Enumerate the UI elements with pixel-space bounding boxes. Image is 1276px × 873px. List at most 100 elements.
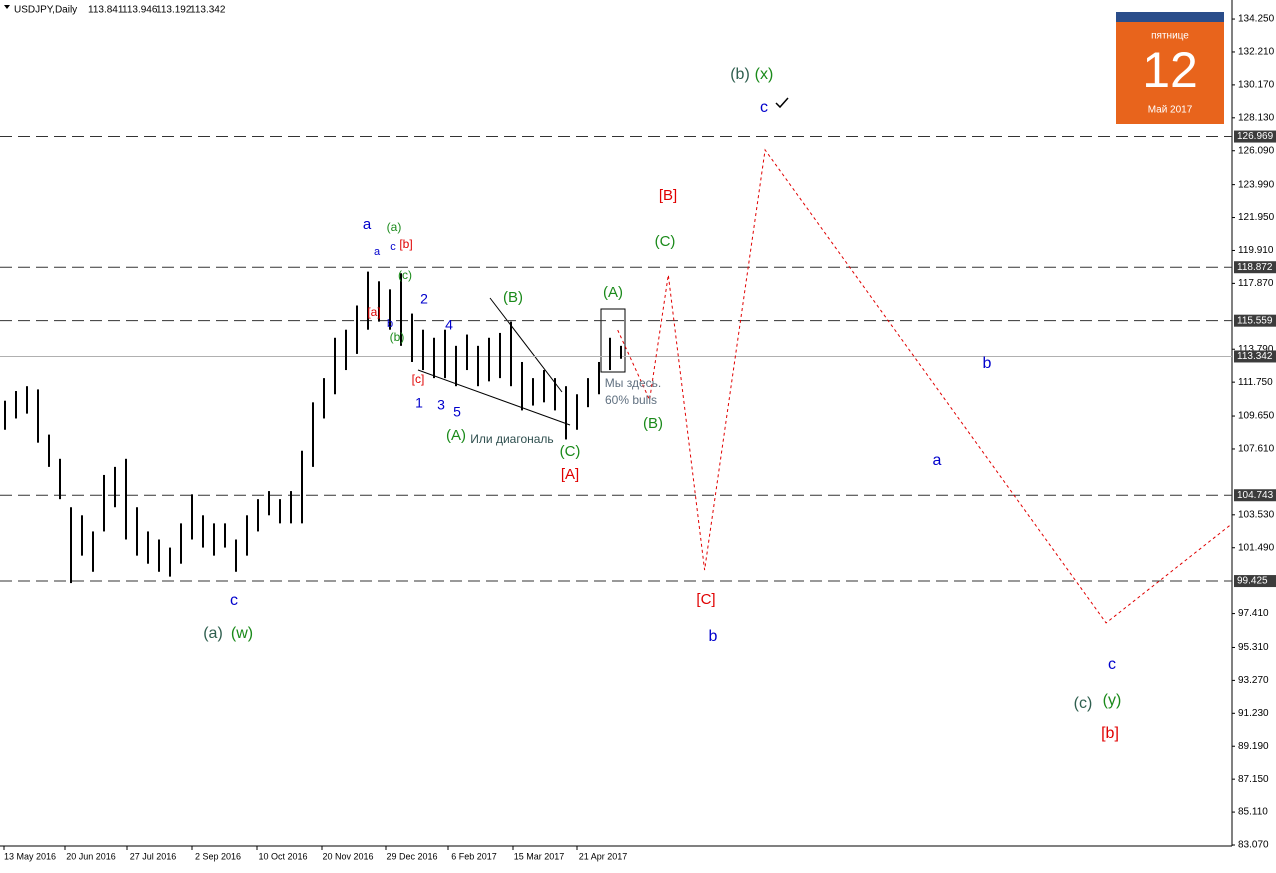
x-tick-label: 29 Dec 2016: [386, 851, 437, 861]
y-tick-label: 117.870: [1238, 278, 1274, 289]
y-tick-label: 109.650: [1238, 411, 1275, 422]
wave-label: a: [374, 246, 381, 258]
level-box: [1234, 575, 1276, 588]
x-tick-label: 20 Jun 2016: [66, 851, 116, 861]
wave-label: Или диагональ: [470, 432, 553, 446]
wave-label: c: [1108, 656, 1116, 673]
header-close: 113.342: [190, 5, 226, 16]
wave-label: Мы здесь.: [605, 376, 661, 390]
wave-label: (a): [387, 220, 402, 234]
menu-arrow: [4, 5, 10, 9]
wave-label: 4: [445, 317, 453, 333]
calendar-weekday: пятнице: [1151, 31, 1189, 42]
y-tick-label: 101.490: [1238, 542, 1275, 553]
wave-label: c: [230, 592, 238, 609]
x-tick-label: 13 May 2016: [4, 851, 56, 861]
wave-label: b: [709, 628, 718, 645]
wave-label: 1: [415, 395, 423, 411]
wave-label: (A): [603, 284, 623, 301]
wave-label: b: [983, 355, 992, 372]
level-box: [1234, 314, 1276, 327]
y-tick-label: 103.530: [1238, 509, 1275, 520]
wave-label: a: [933, 452, 942, 469]
wave-label: (c): [398, 268, 412, 282]
level-label: 99.425: [1237, 576, 1268, 587]
wave-label: [a]: [367, 305, 380, 319]
projection-path: [617, 148, 1231, 624]
check-mark: [775, 97, 789, 109]
y-tick-label: 130.170: [1238, 80, 1275, 91]
y-tick-label: 126.090: [1238, 145, 1275, 156]
wave-label: (y): [1103, 692, 1122, 709]
wave-label: b: [387, 318, 393, 330]
wave-label: c: [760, 99, 768, 116]
x-tick-label: 10 Oct 2016: [258, 851, 307, 861]
symbol-title: USDJPY,Daily: [14, 5, 77, 16]
wave-label: a: [363, 216, 372, 233]
wave-label: (C): [655, 233, 676, 250]
y-tick-label: 113.790: [1238, 344, 1274, 355]
y-tick-label: 85.110: [1238, 807, 1268, 818]
calendar-bg: [1116, 12, 1224, 124]
x-tick-label: 6 Feb 2017: [451, 851, 497, 861]
wave-label: (w): [231, 625, 253, 642]
wave-label: (a): [203, 625, 223, 642]
y-tick-label: 95.310: [1238, 642, 1269, 653]
calendar-day: 12: [1142, 42, 1198, 98]
level-label: 104.743: [1237, 490, 1274, 501]
wave-label: [b]: [1101, 725, 1119, 742]
x-tick-label: 20 Nov 2016: [322, 851, 373, 861]
y-tick-label: 132.210: [1238, 47, 1275, 58]
y-tick-label: 87.150: [1238, 774, 1269, 785]
y-tick-label: 93.270: [1238, 675, 1269, 686]
wave-label: 2: [420, 291, 428, 307]
wave-label: (c): [1074, 695, 1093, 712]
y-tick-label: 111.750: [1238, 377, 1273, 388]
wave-label: (B): [643, 415, 663, 432]
y-tick-label: 123.990: [1238, 179, 1275, 190]
x-tick-label: 27 Jul 2016: [130, 851, 177, 861]
wave-label: 3: [437, 397, 445, 413]
current-price-label: 113.342: [1237, 351, 1273, 362]
wave-label: (B): [503, 289, 523, 306]
y-tick-label: 134.250: [1238, 14, 1275, 25]
level-label: 118.872: [1237, 262, 1273, 273]
wave-label: (b): [730, 66, 750, 83]
y-tick-label: 119.910: [1238, 245, 1274, 256]
wave-label: (b): [390, 330, 405, 344]
header-low: 113.192: [156, 5, 192, 16]
level-box: [1234, 261, 1276, 274]
y-tick-label: 83.070: [1238, 840, 1269, 851]
x-tick-label: 15 Mar 2017: [514, 851, 565, 861]
x-tick-label: 2 Sep 2016: [195, 851, 241, 861]
wave-label: [C]: [696, 591, 715, 608]
x-tick-label: 21 Apr 2017: [579, 851, 628, 861]
wave-label: [B]: [659, 187, 677, 204]
level-label: 115.559: [1237, 315, 1273, 326]
trend-line: [489, 297, 563, 393]
wave-label: 60% bulls: [605, 393, 657, 407]
calendar-rings: [1116, 12, 1224, 22]
y-tick-label: 128.130: [1238, 112, 1275, 123]
focus-box: [600, 308, 626, 373]
wave-label: 5: [453, 404, 461, 420]
wave-label: (C): [560, 443, 581, 460]
current-price-box: [1234, 350, 1276, 363]
wave-label: (x): [755, 66, 774, 83]
level-label: 126.969: [1237, 131, 1274, 142]
y-tick-label: 107.610: [1238, 444, 1275, 455]
calendar-widget: пятнице 12 Май 2017: [1116, 12, 1224, 124]
trend-line: [417, 369, 571, 426]
wave-label: c: [390, 241, 396, 253]
header-high: 113.946: [122, 5, 158, 16]
y-tick-label: 121.950: [1238, 212, 1275, 223]
y-tick-label: 89.190: [1238, 741, 1269, 752]
level-box: [1234, 130, 1276, 143]
header-open: 113.841: [88, 5, 124, 16]
y-tick-label: 97.410: [1238, 608, 1269, 619]
wave-label: [A]: [561, 466, 579, 483]
wave-label: [c]: [412, 372, 425, 386]
calendar-month: Май 2017: [1148, 105, 1193, 116]
